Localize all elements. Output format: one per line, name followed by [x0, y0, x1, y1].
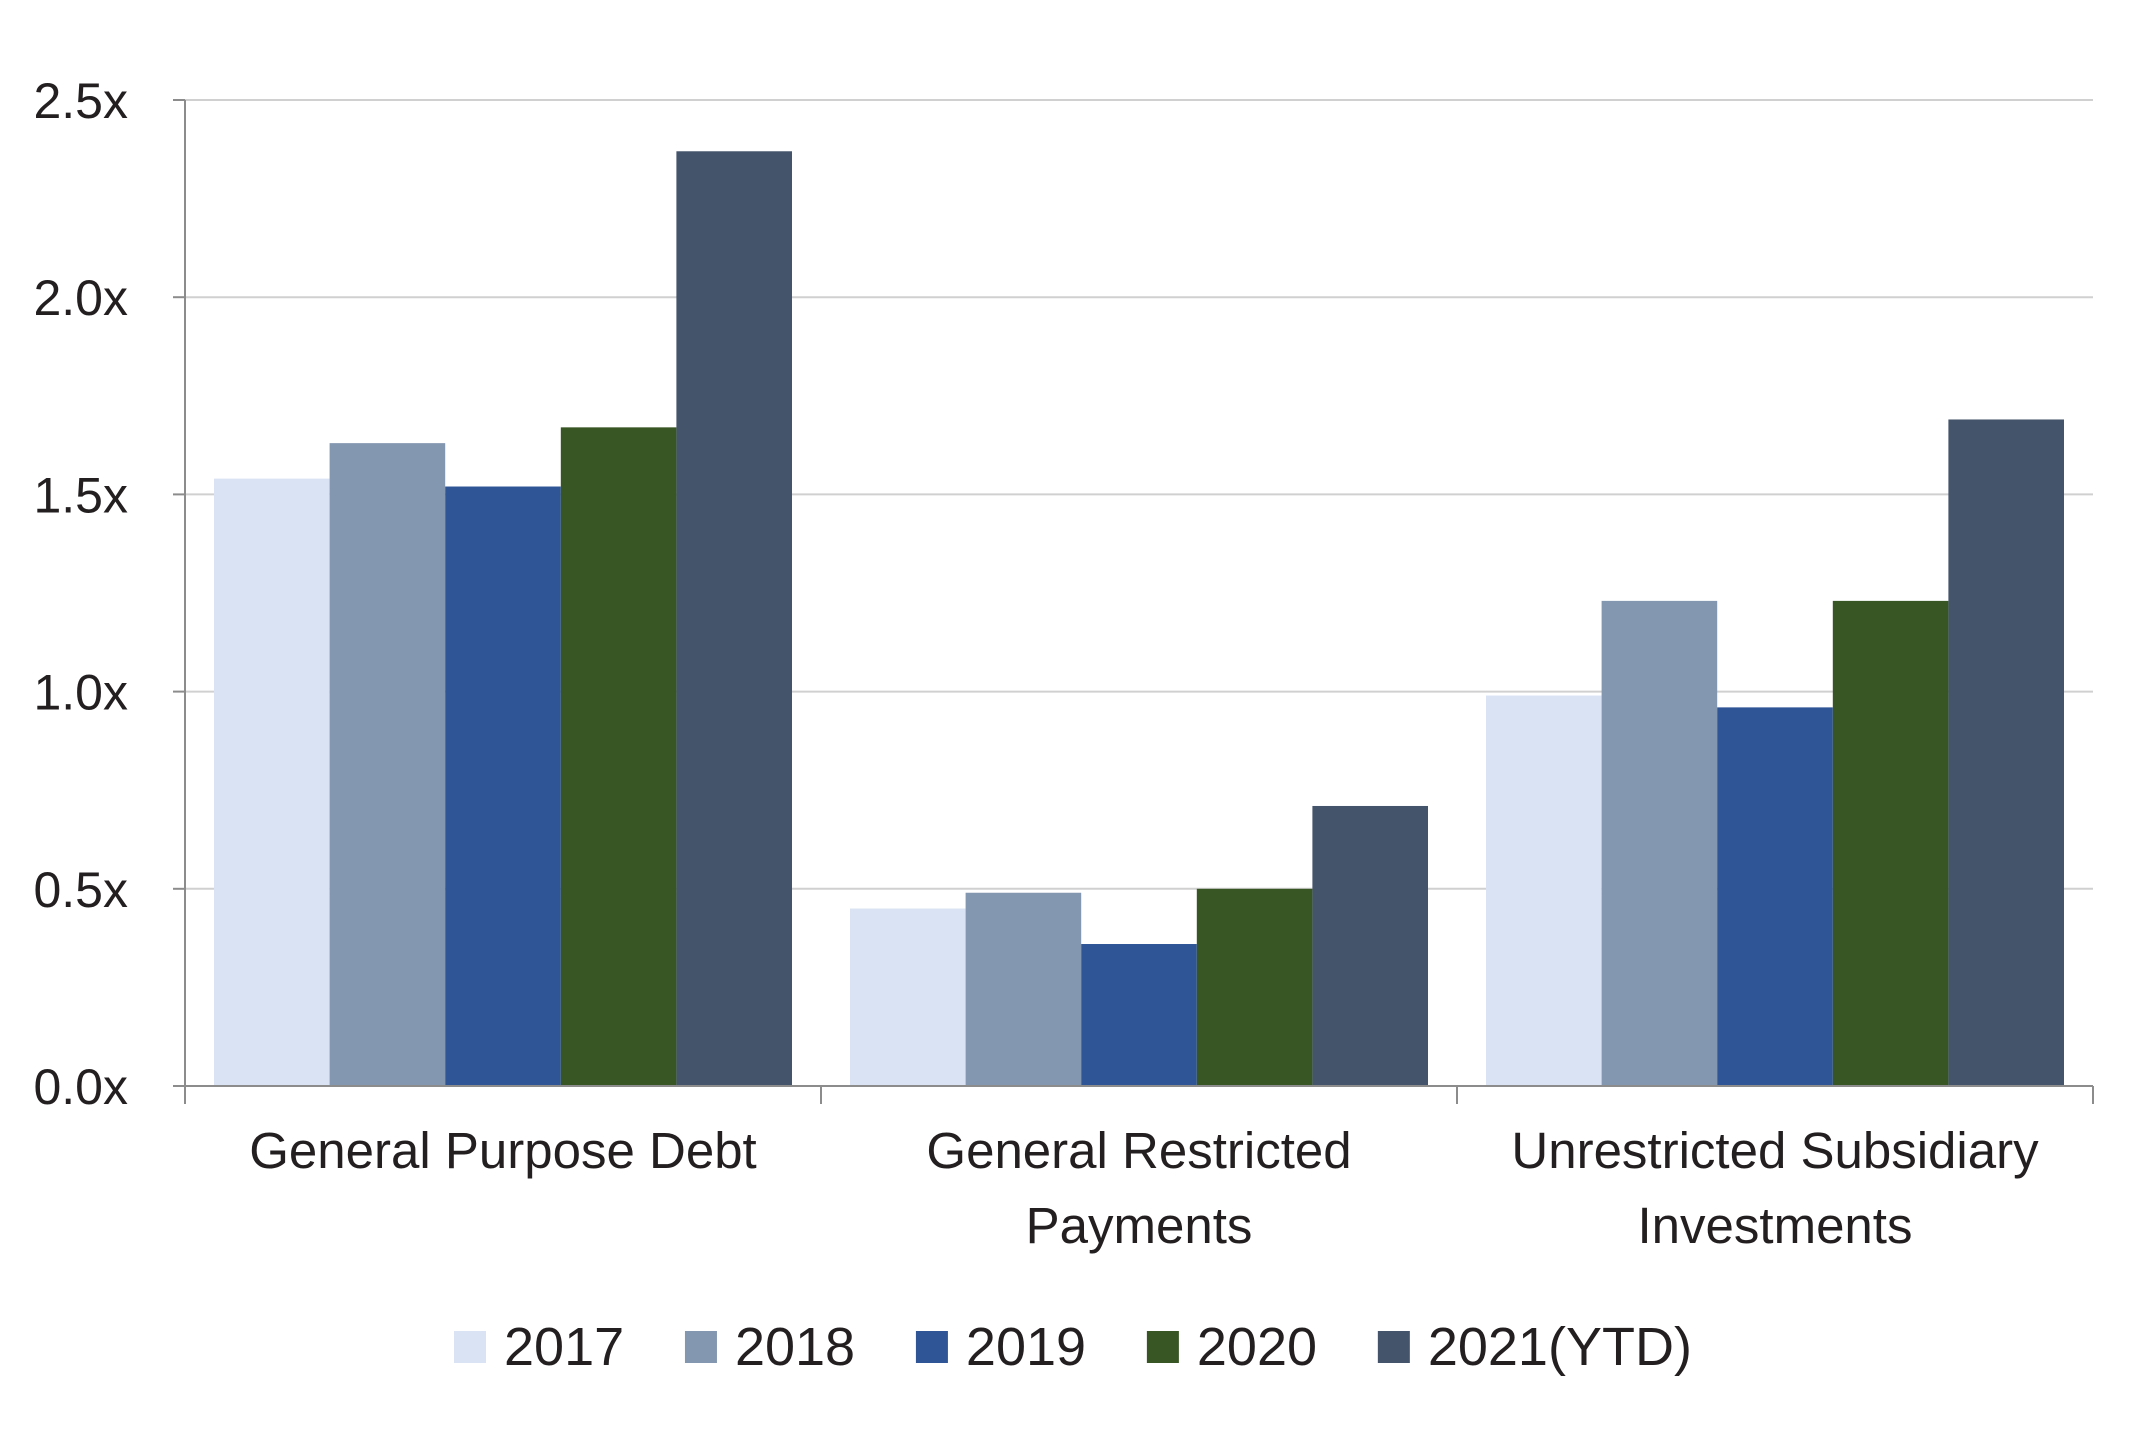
bar-2020: [1832, 600, 1949, 1086]
y-tick-label: 1.5x: [33, 467, 128, 523]
bar-2021ytd: [1312, 805, 1428, 1086]
bar-2021ytd: [676, 151, 792, 1087]
bar-2018: [965, 892, 1082, 1086]
legend-label: 2019: [966, 1317, 1086, 1377]
legend-label: 2020: [1197, 1317, 1317, 1377]
bar-2018: [1601, 600, 1718, 1086]
legend-swatch: [684, 1331, 717, 1363]
bar-2017: [214, 478, 330, 1086]
legend-swatch: [1377, 1331, 1410, 1363]
axes: [173, 99, 2094, 1104]
bar-2017: [850, 908, 966, 1086]
bar-2019: [1081, 944, 1197, 1086]
category-label: Unrestricted Subsidiary Investments: [1511, 1122, 2039, 1254]
bar-2021ytd: [1948, 419, 2064, 1086]
bars: [214, 151, 2064, 1087]
bar-2019: [445, 486, 561, 1087]
y-tick-label: 1.0x: [33, 665, 128, 721]
legend-item: 2019: [915, 1317, 1086, 1377]
y-tick-label: 0.5x: [33, 862, 128, 918]
y-tick-label: 0.0x: [33, 1059, 128, 1115]
category-label: General Purpose Debt: [249, 1122, 756, 1179]
legend-item: 2020: [1146, 1317, 1317, 1377]
y-tick-label: 2.0x: [33, 270, 128, 326]
legend-swatch: [915, 1331, 948, 1363]
legend-swatch: [1146, 1331, 1179, 1363]
legend-label: 2018: [735, 1317, 855, 1377]
bar-2018: [329, 443, 446, 1086]
y-tick-label: 2.5x: [33, 73, 128, 129]
category-label: General Restricted Payments: [926, 1122, 1351, 1254]
legend-item: 2021(YTD): [1377, 1317, 1692, 1377]
legend-item: 2017: [454, 1317, 624, 1377]
bar-2020: [560, 427, 677, 1086]
legend-label: 2021(YTD): [1428, 1317, 1692, 1377]
legend: 2017 2018 2019 2020 2021(YTD): [454, 1317, 1692, 1377]
bar-2019: [1717, 707, 1833, 1086]
legend-swatch: [454, 1331, 486, 1363]
legend-label: 2017: [504, 1317, 624, 1377]
y-tick-labels: 0.0x 0.5x 1.0x 1.5x 2.0x 2.5x: [33, 73, 128, 1115]
category-labels: General Purpose Debt General Restricted Pa…: [249, 1122, 2039, 1254]
legend-item: 2018: [684, 1317, 855, 1377]
bar-2020: [1196, 888, 1313, 1086]
bar-2017: [1486, 695, 1602, 1086]
